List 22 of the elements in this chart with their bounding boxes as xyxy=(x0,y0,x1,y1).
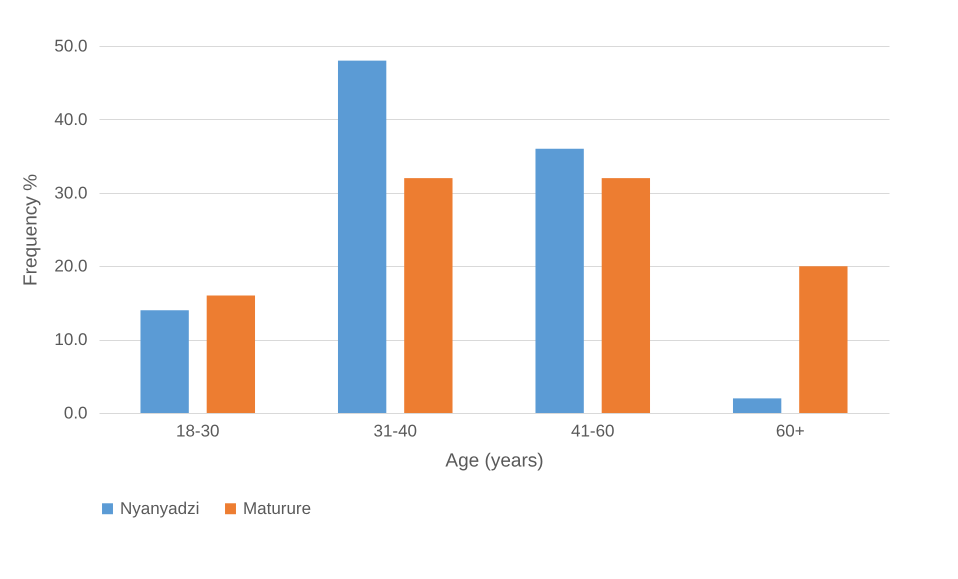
x-tick-label: 18-30 xyxy=(176,422,220,440)
y-tick-label: 20.0 xyxy=(54,256,88,276)
y-tick-label: 40.0 xyxy=(54,110,88,129)
bar xyxy=(404,178,453,413)
y-tick-label: 10.0 xyxy=(54,330,88,350)
y-tick-label: 0.0 xyxy=(64,404,88,422)
bar xyxy=(799,266,848,413)
legend-label: Maturure xyxy=(243,498,312,518)
y-tick-label: 30.0 xyxy=(54,183,88,202)
legend-label: Nyanyadzi xyxy=(120,498,200,518)
bar xyxy=(732,398,782,413)
bar xyxy=(602,178,650,413)
bar xyxy=(338,60,386,413)
y-tick-label: 50.0 xyxy=(54,36,88,56)
x-tick-label: 41-60 xyxy=(571,422,614,440)
x-tick-label: 60+ xyxy=(776,422,805,440)
x-tick-label: 31-40 xyxy=(374,422,417,440)
bar xyxy=(206,296,256,413)
x-axis-title: Age (years) xyxy=(445,450,544,472)
y-axis-title: Frequency % xyxy=(20,174,42,286)
bar xyxy=(140,310,189,413)
bar xyxy=(535,148,584,413)
